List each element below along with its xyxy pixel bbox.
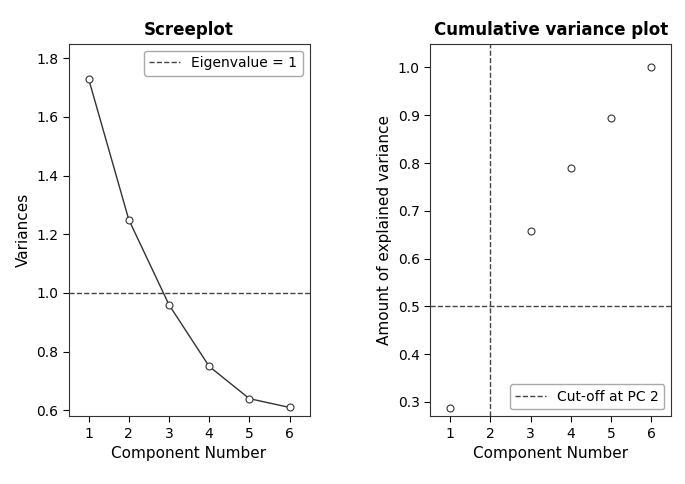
Title: Screeplot: Screeplot xyxy=(144,21,234,39)
X-axis label: Component Number: Component Number xyxy=(473,446,628,461)
Title: Cumulative variance plot: Cumulative variance plot xyxy=(434,21,668,39)
X-axis label: Component Number: Component Number xyxy=(112,446,266,461)
Y-axis label: Amount of explained variance: Amount of explained variance xyxy=(377,115,393,345)
Legend: Eigenvalue = 1: Eigenvalue = 1 xyxy=(144,50,303,76)
Legend: Cut-off at PC 2: Cut-off at PC 2 xyxy=(510,384,664,409)
Y-axis label: Variances: Variances xyxy=(15,193,30,267)
